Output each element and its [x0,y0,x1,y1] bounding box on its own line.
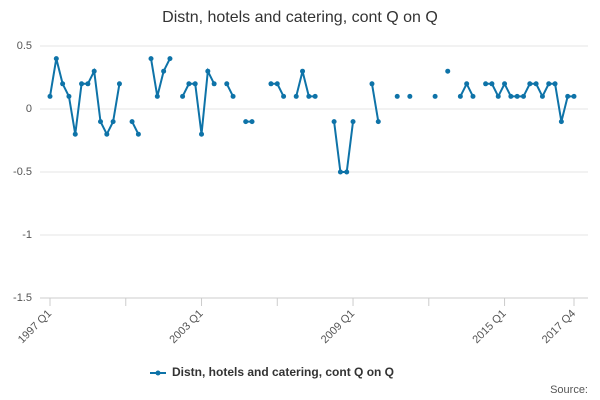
chart-title: Distn, hotels and catering, cont Q on Q [162,9,438,26]
source: Source: [550,384,588,396]
x-tick-label: 2017 Q4 [540,308,578,346]
point [300,68,306,74]
point [552,81,558,87]
point [154,93,160,99]
x-tick-label: 1997 Q1 [16,308,54,346]
point [502,81,508,87]
point [281,93,287,99]
point [407,93,413,99]
point [375,119,381,125]
point [527,81,533,87]
point [445,68,451,74]
point [483,81,489,87]
point [495,93,501,99]
point [546,81,552,87]
y-tick-label: -1 [22,229,32,241]
y-tick-label: 0 [26,103,32,115]
point [72,131,78,137]
legend-label: Distn, hotels and catering, cont Q on Q [172,365,394,379]
point [47,93,53,99]
point [230,93,236,99]
point [167,56,173,62]
point [129,119,135,125]
point [539,93,545,99]
point [268,81,274,87]
legend-marker [155,370,161,376]
point [98,119,104,125]
point [350,119,356,125]
point [186,81,192,87]
point [53,56,59,62]
point [432,93,438,99]
y-tick-label: -1.5 [13,292,32,304]
x-tick-label: 2015 Q1 [470,308,508,346]
point [274,81,280,87]
point [571,93,577,99]
point [135,131,141,137]
point [394,93,400,99]
point [558,119,564,125]
point [508,93,514,99]
point [312,93,318,99]
point [344,169,350,175]
point [533,81,539,87]
point [337,169,343,175]
y-tick-label: -0.5 [13,166,32,178]
point [464,81,470,87]
point [457,93,463,99]
point [514,93,520,99]
point [249,119,255,125]
point [148,56,154,62]
point [224,81,230,87]
point [211,81,217,87]
point [306,93,312,99]
point [85,81,91,87]
point [116,81,122,87]
point [104,131,110,137]
point [60,81,66,87]
point [192,81,198,87]
point [161,68,167,74]
point [205,68,211,74]
point [470,93,476,99]
point [66,93,72,99]
y-tick-label: 0.5 [17,40,32,52]
point [199,131,205,137]
point [293,93,299,99]
point [180,93,186,99]
point [369,81,375,87]
point [110,119,116,125]
x-tick-label: 2003 Q1 [167,308,205,346]
point [79,81,85,87]
point [520,93,526,99]
point [489,81,495,87]
point [243,119,249,125]
point [91,68,97,74]
x-tick-label: 2009 Q1 [319,308,357,346]
point [331,119,337,125]
series-line [49,58,574,173]
point [565,93,571,99]
